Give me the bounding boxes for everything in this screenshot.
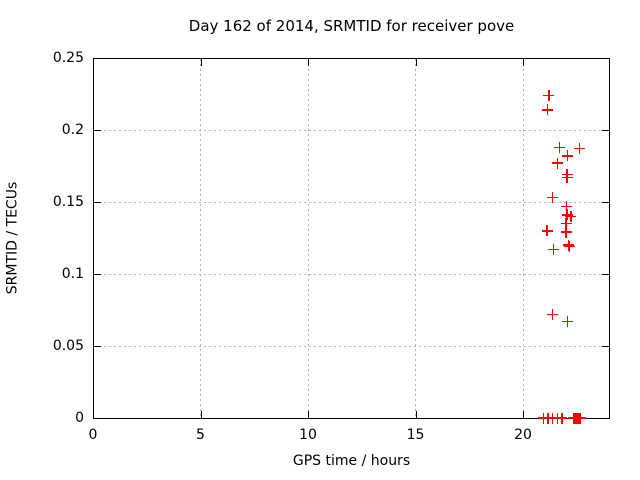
y-tick-label: 0.15	[52, 194, 84, 210]
v-gridline	[415, 59, 416, 417]
x-tick-label: 10	[299, 427, 317, 443]
data-point-marker	[541, 225, 553, 237]
data-point-marker	[565, 210, 577, 222]
x-tick-label: 0	[88, 427, 98, 443]
y-tick-mark	[94, 418, 101, 419]
y-tick-mark	[602, 418, 609, 419]
y-tick-mark	[94, 130, 101, 131]
data-point-marker	[561, 200, 573, 212]
h-gridline	[94, 273, 608, 275]
y-tick-label: 0	[75, 410, 84, 426]
data-point-marker	[547, 192, 559, 204]
y-tick-label: 0.05	[52, 338, 84, 354]
data-point-marker	[563, 239, 575, 251]
x-tick-mark	[308, 59, 309, 66]
x-tick-mark	[523, 59, 524, 66]
data-point-marker	[560, 226, 572, 238]
data-point-marker	[547, 308, 559, 320]
data-point-marker	[562, 316, 574, 328]
y-tick-mark	[602, 202, 609, 203]
x-tick-mark	[200, 59, 202, 66]
y-tick-label: 0.1	[61, 266, 84, 282]
y-tick-mark	[94, 202, 101, 203]
x-tick-label: 15	[406, 427, 425, 443]
y-tick-mark	[94, 346, 101, 347]
y-tick-label: 0.2	[61, 122, 84, 138]
data-point-marker	[560, 218, 572, 230]
y-axis-label: SRMTID / TECUs	[4, 181, 21, 295]
h-gridline	[94, 201, 608, 203]
v-gridline	[522, 59, 524, 417]
h-gridline	[94, 345, 608, 347]
data-point-marker	[574, 412, 586, 424]
x-tick-mark	[93, 411, 94, 418]
y-tick-mark	[602, 274, 609, 275]
data-point-marker	[561, 209, 573, 221]
data-point-marker	[573, 143, 585, 155]
h-gridline	[94, 129, 608, 131]
data-point-marker	[556, 412, 568, 424]
data-point-marker	[542, 104, 554, 116]
chart-title: Day 162 of 2014, SRMTID for receiver pov…	[188, 17, 515, 35]
y-tick-mark	[94, 274, 101, 275]
data-point-marker	[561, 172, 573, 184]
y-tick-mark	[94, 58, 101, 59]
y-tick-mark	[602, 58, 609, 59]
data-point-marker	[543, 89, 555, 101]
x-tick-mark	[308, 411, 309, 418]
x-tick-mark	[523, 411, 524, 418]
v-gridline	[200, 59, 201, 417]
x-tick-mark	[415, 411, 417, 418]
data-point-marker	[551, 157, 563, 169]
data-point-marker	[563, 241, 575, 253]
x-tick-label: 20	[514, 427, 532, 443]
x-tick-mark	[93, 59, 94, 66]
y-tick-mark	[602, 130, 609, 131]
plot-area	[93, 58, 610, 419]
y-tick-mark	[602, 346, 609, 347]
data-point-marker	[562, 150, 574, 162]
x-tick-label: 5	[196, 427, 205, 443]
x-axis-label: GPS time / hours	[292, 453, 411, 469]
data-point-marker	[553, 141, 565, 153]
v-gridline	[307, 59, 309, 417]
x-tick-mark	[415, 59, 417, 66]
data-point-marker	[548, 244, 560, 256]
y-tick-label: 0.25	[52, 50, 84, 66]
x-tick-mark	[200, 411, 202, 418]
